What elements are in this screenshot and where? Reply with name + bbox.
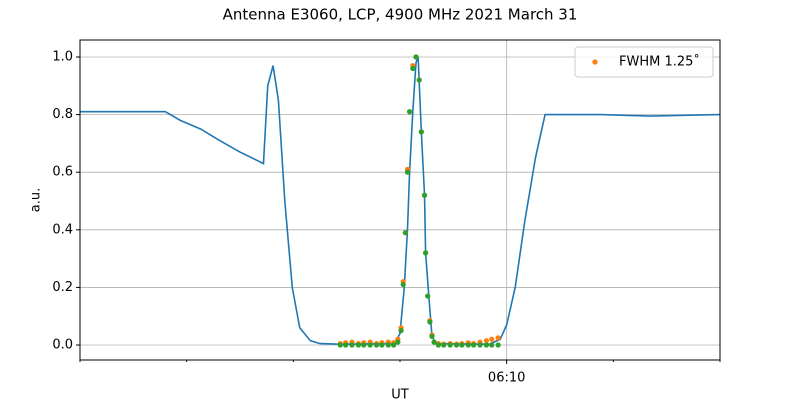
data-point [453,342,460,348]
data-line [80,56,720,345]
data-point [418,129,424,135]
data-point [489,342,495,348]
data-point [361,342,367,348]
data-point [404,169,411,175]
data-point [343,342,349,348]
data-point [407,109,413,115]
y-tick-label: 0.4 [52,222,73,237]
data-point [400,281,406,288]
data-point [477,342,483,348]
legend-label: FWHM 1.25˚ [619,54,700,70]
data-point [435,342,441,348]
data-point [471,342,477,348]
data-point [395,339,401,345]
data-point [447,342,453,348]
data-point [489,336,495,342]
data-point [413,54,419,60]
data-point [379,342,385,348]
data-point [423,250,429,256]
data-point [373,342,380,348]
data-point [483,342,489,348]
y-tick-label: 0.2 [52,280,73,295]
x-axis-label: UT [391,388,409,400]
y-axis-label: a.u. [29,188,44,212]
y-tick-label: 1.0 [52,49,73,64]
data-point [416,77,422,83]
legend-box [574,46,714,78]
data-point [410,65,416,72]
chart-title: Antenna E3060, LCP, 4900 MHz 2021 March … [223,6,578,24]
data-point [391,342,397,348]
data-point [483,338,489,344]
plot-frame [79,39,721,361]
data-point [355,342,361,348]
data-point [431,339,437,345]
data-point [459,342,465,348]
data-point [495,335,501,341]
data-point [367,342,373,348]
data-point [349,342,355,348]
data-point [465,342,471,348]
data-point [402,230,408,236]
y-tick-label: 0.0 [52,338,73,353]
data-point [495,342,501,348]
data-point [425,293,431,299]
data-point [427,319,433,325]
legend-marker [592,59,598,65]
data-point [441,342,447,348]
x-tick-label: 06:10 [488,371,525,386]
data-point [398,328,404,334]
y-tick-label: 0.6 [52,165,73,180]
data-point [421,192,428,198]
y-tick-label: 0.8 [52,107,73,122]
data-point [429,333,435,339]
data-point [337,342,343,348]
data-point [385,342,391,348]
